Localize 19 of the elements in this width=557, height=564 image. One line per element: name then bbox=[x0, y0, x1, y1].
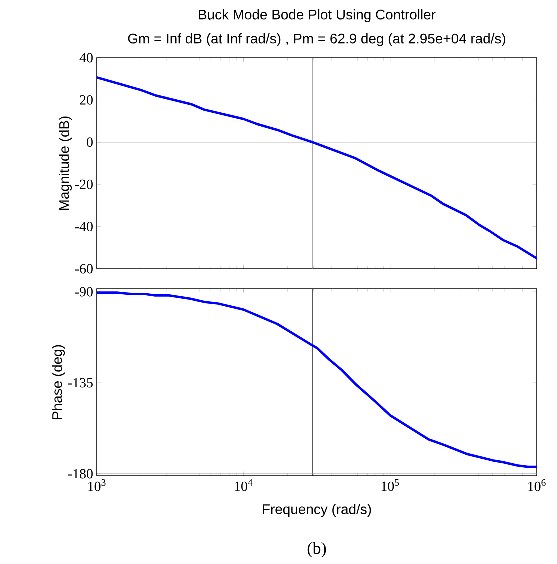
y-tick-label: -180 bbox=[68, 469, 93, 479]
x-tick-label: 10$^{6}$ bbox=[528, 480, 546, 492]
x-tick-label: 10$^{3}$ bbox=[88, 480, 106, 492]
y-tick-label: 40 bbox=[80, 53, 93, 63]
y-tick-label: -90 bbox=[75, 287, 93, 297]
y-tick-label: 0 bbox=[87, 138, 93, 148]
y-tick-label: -135 bbox=[68, 378, 93, 388]
y-tick-label: -60 bbox=[75, 264, 93, 274]
x-axis-title: Frequency (rad/s) bbox=[263, 504, 372, 518]
x-tick-label: 10$^{4}$ bbox=[235, 480, 253, 492]
y-tick-label: -20 bbox=[75, 180, 93, 190]
chart-subtitle: Gm = Inf dB (at Inf rad/s) , Pm = 62.9 deg (at 2.95e+04 rad/s) bbox=[128, 33, 506, 46]
chart-title: Buck Mode Bode Plot Using Controller bbox=[199, 9, 436, 22]
y-tick-label: 20 bbox=[80, 95, 93, 105]
y-axis-title: Phase (deg) bbox=[52, 345, 66, 420]
y-tick-label: -40 bbox=[75, 222, 93, 232]
x-tick-label: 10$^{5}$ bbox=[382, 480, 400, 492]
y-axis-title: Magnitude (dB) bbox=[59, 116, 72, 210]
text: (b) bbox=[308, 542, 326, 558]
